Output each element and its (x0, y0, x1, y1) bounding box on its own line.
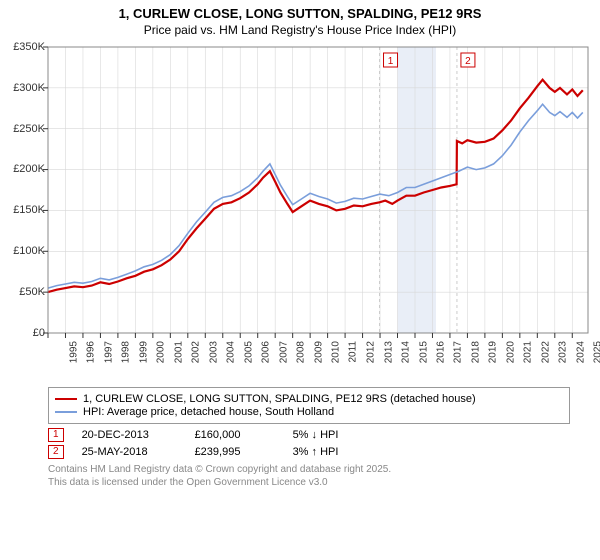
legend-row: 1, CURLEW CLOSE, LONG SUTTON, SPALDING, … (55, 393, 563, 405)
ytick-label: £150K (0, 204, 45, 216)
ytick-label: £50K (0, 286, 45, 298)
chart-title-line1: 1, CURLEW CLOSE, LONG SUTTON, SPALDING, … (0, 0, 600, 23)
transaction-date: 25-MAY-2018 (82, 446, 177, 458)
xtick-label: 2016 (435, 341, 446, 363)
ytick-label: £200K (0, 163, 45, 175)
chart-container: 1, CURLEW CLOSE, LONG SUTTON, SPALDING, … (0, 0, 600, 560)
transaction-marker: 2 (48, 445, 64, 459)
xtick-label: 2006 (260, 341, 271, 363)
xtick-label: 2002 (191, 341, 202, 363)
marker-label-1: 1 (388, 56, 394, 67)
xtick-label: 1997 (103, 341, 114, 363)
footer-line1: Contains HM Land Registry data © Crown c… (48, 463, 552, 476)
transaction-row: 1 20-DEC-2013 £160,000 5% ↓ HPI (48, 428, 552, 442)
chart-svg: 12 (0, 41, 600, 381)
xtick-label: 2005 (243, 341, 254, 363)
legend-label: HPI: Average price, detached house, Sout… (83, 406, 334, 418)
xtick-label: 1998 (121, 341, 132, 363)
xtick-label: 2018 (470, 341, 481, 363)
xtick-label: 2025 (593, 341, 600, 363)
legend: 1, CURLEW CLOSE, LONG SUTTON, SPALDING, … (48, 387, 570, 424)
xtick-label: 2017 (453, 341, 464, 363)
xtick-label: 2000 (156, 341, 167, 363)
chart-plot-area: 12£0£50K£100K£150K£200K£250K£300K£350K19… (0, 41, 600, 381)
xtick-label: 2007 (278, 341, 289, 363)
xtick-label: 2012 (365, 341, 376, 363)
ytick-label: £100K (0, 245, 45, 257)
transaction-hpi: 3% ↑ HPI (293, 446, 373, 458)
xtick-label: 2014 (400, 341, 411, 363)
ytick-label: £250K (0, 123, 45, 135)
transaction-price: £160,000 (195, 429, 275, 441)
xtick-label: 2023 (558, 341, 569, 363)
transaction-marker: 1 (48, 428, 64, 442)
transaction-hpi: 5% ↓ HPI (293, 429, 373, 441)
transaction-table: 1 20-DEC-2013 £160,000 5% ↓ HPI 2 25-MAY-2018… (48, 428, 552, 459)
xtick-label: 2021 (523, 341, 534, 363)
xtick-label: 2008 (295, 341, 306, 363)
chart-title-line2: Price paid vs. HM Land Registry's House … (0, 23, 600, 41)
ytick-label: £350K (0, 41, 45, 53)
marker-label-2: 2 (465, 56, 471, 67)
xtick-label: 1999 (138, 341, 149, 363)
xtick-label: 2024 (575, 341, 586, 363)
xtick-label: 2010 (330, 341, 341, 363)
transaction-date: 20-DEC-2013 (82, 429, 177, 441)
xtick-label: 2022 (540, 341, 551, 363)
transaction-price: £239,995 (195, 446, 275, 458)
footer-line2: This data is licensed under the Open Gov… (48, 476, 552, 489)
xtick-label: 2019 (488, 341, 499, 363)
xtick-label: 1995 (68, 341, 79, 363)
xtick-label: 2001 (173, 341, 184, 363)
xtick-label: 2013 (383, 341, 394, 363)
xtick-label: 2011 (347, 341, 358, 363)
plot-border (48, 47, 588, 333)
xtick-label: 2004 (226, 341, 237, 363)
legend-swatch (55, 398, 77, 401)
ytick-label: £300K (0, 82, 45, 94)
xtick-label: 2009 (313, 341, 324, 363)
xtick-label: 2020 (505, 341, 516, 363)
xtick-label: 2015 (418, 341, 429, 363)
legend-row: HPI: Average price, detached house, Sout… (55, 406, 563, 418)
xtick-label: 1996 (86, 341, 97, 363)
attribution-footer: Contains HM Land Registry data © Crown c… (48, 463, 552, 489)
transaction-row: 2 25-MAY-2018 £239,995 3% ↑ HPI (48, 445, 552, 459)
ytick-label: £0 (0, 327, 45, 339)
legend-swatch (55, 411, 77, 413)
xtick-label: 2003 (208, 341, 219, 363)
legend-label: 1, CURLEW CLOSE, LONG SUTTON, SPALDING, … (83, 393, 476, 405)
